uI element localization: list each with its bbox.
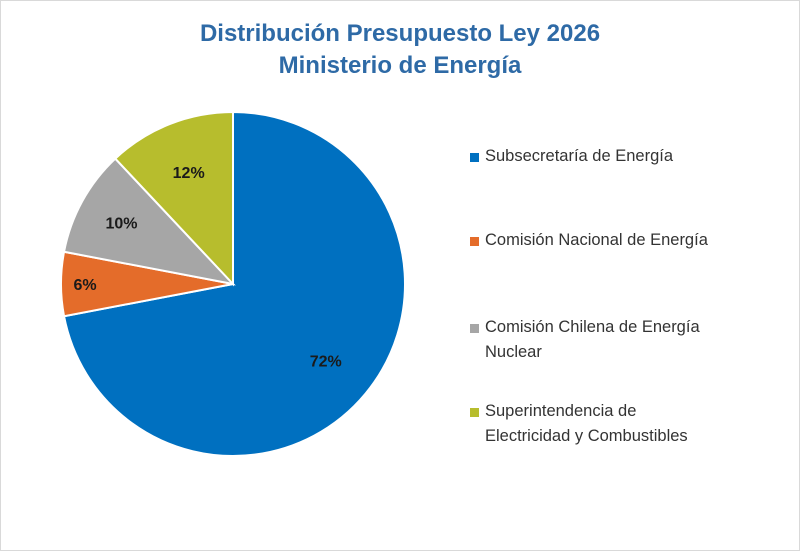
legend-swatch — [470, 324, 479, 333]
slice-superintendencia — [113, 110, 234, 287]
data-label-superintendencia: 12% — [173, 165, 205, 182]
pie-data-labels: 72% 6% 10% 12% — [74, 165, 342, 371]
legend-label-line2: Electricidad y Combustibles — [485, 427, 688, 445]
legend-swatch — [470, 237, 479, 246]
slice-subsecretaria — [62, 110, 406, 457]
chart-title-line1: Distribución Presupuesto Ley 2026 — [199, 20, 601, 47]
legend-label-line2: Nuclear — [485, 343, 542, 361]
legend-label-line1: Comisión Chilena de Energía — [485, 318, 700, 336]
data-label-comision-nacional: 6% — [74, 277, 97, 294]
chart-title: Distribución Presupuesto Ley 2026 Minist… — [0, 18, 800, 82]
legend-swatch — [470, 153, 479, 162]
data-label-subsecretaria: 72% — [310, 354, 342, 371]
pie-slices — [60, 110, 406, 457]
slice-comision-chilena — [62, 157, 236, 286]
chart-subtitle: Ministerio de Energía — [278, 52, 522, 79]
legend-swatch — [470, 408, 479, 417]
legend-label: Comisión Nacional de Energía — [485, 231, 708, 249]
legend-label-line1: Superintendencia de — [485, 402, 637, 420]
data-label-comision-chilena: 10% — [105, 216, 137, 233]
legend-label: Subsecretaría de Energía — [485, 147, 674, 165]
